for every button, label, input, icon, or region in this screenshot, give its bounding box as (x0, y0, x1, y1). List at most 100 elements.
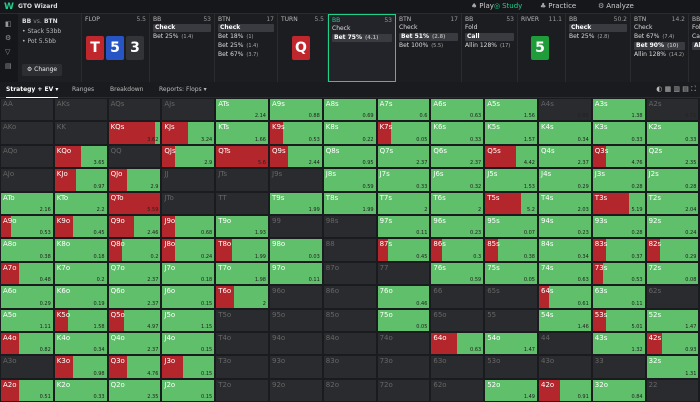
hand-cell[interactable]: 99 (269, 215, 323, 239)
hand-cell[interactable]: 82s 0.29 (645, 238, 700, 262)
hand-cell[interactable]: K5o 1.58 (53, 308, 108, 332)
hand-cell[interactable]: 82o (322, 378, 377, 402)
hand-cell[interactable]: T7o 1.98 (215, 261, 269, 286)
hand-cell[interactable]: 88 (322, 238, 377, 262)
hand-cell[interactable]: J6s 0.32 (430, 168, 485, 192)
action-option[interactable]: Call (465, 33, 514, 41)
hand-cell[interactable]: ATs 2.14 (215, 98, 269, 122)
river-column[interactable]: RIVER 11.1 5 (518, 14, 566, 82)
action-option[interactable]: Check (399, 24, 418, 31)
filter-icon[interactable]: ▽ (5, 48, 11, 56)
btn-action-col-2[interactable]: BTN 17 Check Bet 51% (2.8) Bet 100% (5.5) (396, 14, 462, 82)
hand-cell[interactable]: 72s 0.08 (645, 261, 700, 286)
hand-cell[interactable]: 93o (269, 355, 323, 379)
bb-action-col-2[interactable]: BB 53 Check Bet 75% (4.1) (328, 14, 396, 82)
action-option[interactable]: Check (569, 24, 627, 32)
hand-cell[interactable]: T9s 1.99 (269, 191, 323, 215)
hand-cell[interactable]: 55 (484, 308, 538, 332)
hand-cell[interactable]: J5o 1.15 (161, 308, 216, 332)
nav-study[interactable]: ◎ Study (494, 2, 523, 10)
hand-cell[interactable]: 64o 0.63 (430, 332, 485, 356)
btn-action-col-1[interactable]: BTN 17 Check Bet 18% (1) Bet 25% (1.4) Bet 67%… (215, 14, 278, 82)
hand-cell[interactable]: AJs (161, 98, 216, 122)
hand-cell[interactable]: JJ (161, 168, 216, 192)
hand-cell[interactable]: K6o 0.19 (53, 285, 108, 309)
hand-cell[interactable]: A7o 0.48 (0, 261, 54, 286)
hand-cell[interactable]: 52s 1.47 (645, 308, 700, 332)
hand-cell[interactable]: A8s 0.69 (322, 98, 377, 122)
hand-cell[interactable]: A6s 0.63 (430, 98, 485, 122)
hand-cell[interactable]: KQo 3.65 (53, 144, 108, 169)
hand-cell[interactable]: QJs 2.9 (161, 144, 216, 169)
hand-cell[interactable]: A3s 1.38 (591, 98, 646, 122)
hand-cell[interactable]: 73o (376, 355, 431, 379)
bookmark-icon[interactable]: ▤ (5, 62, 12, 70)
hand-cell[interactable]: 94o (269, 332, 323, 356)
nav-practice[interactable]: ♣ Practice (540, 2, 577, 10)
hand-cell[interactable]: 43o (538, 355, 592, 379)
hand-cell[interactable]: 87s 0.45 (376, 238, 431, 262)
action-option[interactable]: Check (218, 24, 274, 32)
hand-cell[interactable]: T2o (215, 378, 269, 402)
hand-cell[interactable]: T6o 2 (215, 285, 269, 309)
hand-cell[interactable]: 85o (322, 308, 377, 332)
hand-cell[interactable]: 87o (322, 261, 377, 286)
hand-cell[interactable]: 65s (484, 285, 538, 309)
hand-cell[interactable]: 75s 0.05 (484, 261, 538, 286)
hand-cell[interactable]: J9o 0.68 (161, 215, 216, 239)
app-menu-caret[interactable]: ⌄ (44, 2, 50, 9)
hand-cell[interactable]: 86o (322, 285, 377, 309)
hand-cell[interactable]: J5s 1.53 (484, 168, 538, 192)
hand-cell[interactable]: T8s 1.99 (322, 191, 377, 215)
hand-cell[interactable]: K7s 0.05 (376, 121, 431, 145)
hand-cell[interactable]: 53s 5.01 (591, 308, 646, 332)
bb-action-col-3[interactable]: BB 53 Fold Call Allin 128% (17) (462, 14, 518, 82)
hand-cell[interactable]: 74s 0.63 (538, 261, 592, 286)
hand-cell[interactable]: A2o 0.51 (0, 378, 54, 402)
hand-cell[interactable]: AQo (0, 144, 54, 169)
hand-cell[interactable]: JTo (161, 191, 216, 215)
action-option[interactable]: Bet 51% (2.8) (399, 33, 458, 41)
bb-action-col-1[interactable]: BB 53 Check Bet 25% (1.4) (150, 14, 215, 82)
action-option[interactable]: Fold (692, 24, 700, 31)
hand-cell[interactable]: Q5s 4.42 (484, 144, 538, 169)
action-option[interactable]: Bet 75% (4.1) (332, 34, 392, 42)
hand-cell[interactable]: K8o 0.18 (53, 238, 108, 262)
turn-column[interactable]: TURN 5.5 Q (278, 14, 328, 82)
hand-cell[interactable]: 84o (322, 332, 377, 356)
hand-cell[interactable]: KTo 2.2 (53, 191, 108, 215)
action-option[interactable]: Bet 25% (2.8) (569, 33, 610, 40)
hand-cell[interactable]: Q2o 2.35 (107, 378, 162, 402)
hand-cell[interactable]: J2s 0.28 (645, 168, 700, 192)
action-option[interactable]: Check (153, 24, 211, 32)
hand-cell[interactable]: T5s 5.2 (484, 191, 538, 215)
hand-cell[interactable]: 95o (269, 308, 323, 332)
hand-cell[interactable]: 32o 0.84 (591, 378, 646, 402)
hand-cell[interactable]: T3o (215, 355, 269, 379)
hand-cell[interactable]: 98s (322, 215, 377, 239)
hand-cell[interactable]: T4o (215, 332, 269, 356)
hand-cell[interactable]: 83o (322, 355, 377, 379)
hand-cell[interactable]: T9o 1.93 (215, 215, 269, 239)
action-option[interactable]: Bet 90% (10) (634, 42, 685, 50)
hand-cell[interactable]: K6s 0.33 (430, 121, 485, 145)
change-button[interactable]: ⚙ Change (22, 64, 62, 76)
hand-cell[interactable]: KJo 0.97 (53, 168, 108, 192)
hand-cell[interactable]: K8s 0.22 (322, 121, 377, 145)
hand-cell[interactable]: J8s 0.59 (322, 168, 377, 192)
hand-cell[interactable]: AKs (53, 98, 108, 122)
nav-analyze[interactable]: ⚙ Analyze (598, 2, 634, 10)
action-option[interactable]: Check (332, 25, 351, 32)
hand-cell[interactable]: 42s 0.93 (645, 332, 700, 356)
hand-cell[interactable]: 62s (645, 285, 700, 309)
hand-cell[interactable]: K4s 0.34 (538, 121, 592, 145)
hand-cell[interactable]: AQs (107, 98, 162, 122)
action-option[interactable]: Allin 128% (14.2) (634, 51, 685, 58)
hand-cell[interactable]: A2s 0.71 (645, 98, 700, 122)
hand-cell[interactable]: A8o 0.38 (0, 238, 54, 262)
hand-cell[interactable]: A5s 1.56 (484, 98, 538, 122)
action-option[interactable]: Bet 25% (1.4) (218, 42, 259, 49)
hand-cell[interactable]: AKo (0, 121, 54, 145)
action-option[interactable]: Check (634, 24, 653, 31)
hand-cell[interactable]: AJo (0, 168, 54, 192)
